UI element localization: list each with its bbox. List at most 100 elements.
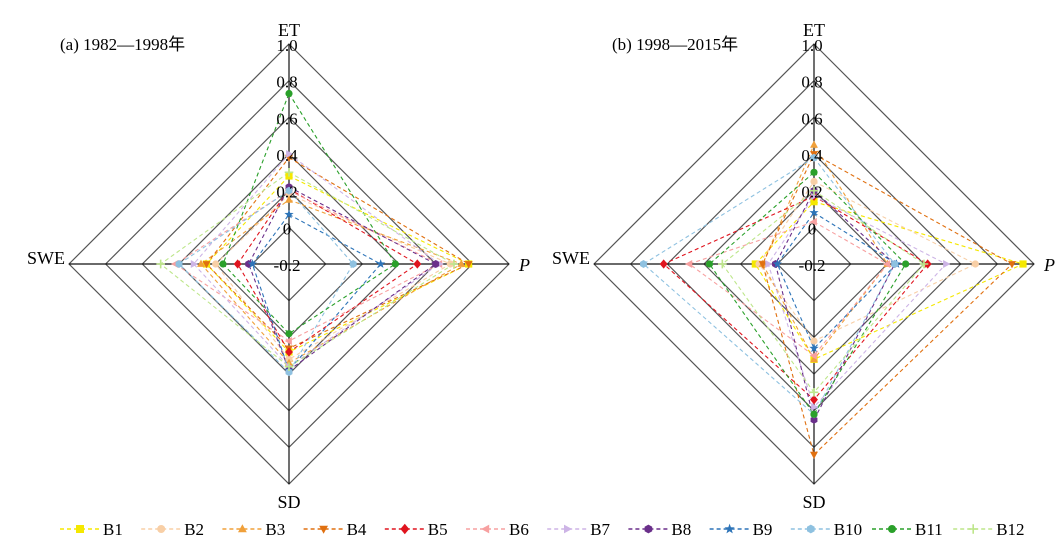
radar-panel-b: -0.2 0 0.2 0.4 0.6 0.8 1.0ET P SD SWE (b) 1998—201… bbox=[552, 20, 1055, 512]
panel-a-point-b5-p bbox=[413, 259, 422, 269]
panel-a-series-line-b11 bbox=[222, 92, 397, 335]
panel-b-point-b1-p bbox=[1019, 260, 1027, 268]
panel-b-r-tick-label: 0.8 bbox=[801, 73, 822, 92]
legend-marker-b1 bbox=[76, 525, 84, 533]
legend-item-b8: B8 bbox=[628, 520, 691, 539]
legend-marker-b7 bbox=[564, 524, 572, 534]
legend-label-b1: B1 bbox=[103, 520, 123, 539]
panel-a-point-b9-et bbox=[284, 209, 294, 219]
panel-b-point-b7-sd bbox=[811, 403, 819, 411]
legend-item-b12: B12 bbox=[953, 520, 1025, 539]
panel-b-point-b10-et bbox=[810, 153, 818, 162]
panel-b-point-b12-et bbox=[809, 186, 819, 195]
legend-label-b9: B9 bbox=[753, 520, 773, 539]
panel-b-axis-label-sd: SD bbox=[802, 492, 825, 512]
legend-marker-b2 bbox=[157, 525, 166, 533]
panel-b-axis-label-swe: SWE bbox=[552, 248, 590, 268]
legend-item-b5: B5 bbox=[384, 520, 448, 539]
panel-a-point-b12-swe bbox=[156, 259, 165, 269]
panel-a-r-tick-label: -0.2 bbox=[274, 256, 301, 275]
panel-a-point-b6-sd bbox=[284, 337, 292, 345]
legend-marker-b6 bbox=[481, 524, 490, 534]
panel-b-point-b12-swe bbox=[718, 259, 727, 269]
panel-a-series-line-b8 bbox=[248, 186, 437, 372]
legend-item-b3: B3 bbox=[222, 520, 285, 539]
panel-b-point-b4-swe bbox=[758, 261, 767, 269]
legend-marker-b11 bbox=[888, 525, 896, 533]
panel-a-point-b5-sd bbox=[285, 347, 293, 357]
panel-a-r-tick-label: 0 bbox=[283, 219, 292, 238]
panel-b-series-line-b5 bbox=[662, 195, 929, 401]
legend-label-b6: B6 bbox=[509, 520, 529, 539]
panel-a-r-tick-label: 0.2 bbox=[276, 183, 297, 202]
panel-b-point-b2-sd bbox=[810, 337, 818, 345]
panel-b-chart-title: (b) 1998—2015年 bbox=[612, 35, 738, 54]
panel-b-point-b11-p bbox=[902, 260, 910, 268]
panel-b-point-b3-sd bbox=[810, 355, 818, 363]
legend-marker-b4 bbox=[319, 525, 328, 534]
panel-a-axis-label-swe: SWE bbox=[27, 248, 65, 268]
panel-b-point-b7-p bbox=[943, 260, 951, 268]
panel-b-series-line-b6 bbox=[688, 221, 889, 357]
panel-a-point-b2-swe bbox=[212, 260, 220, 268]
panel-b-point-b7-et bbox=[811, 192, 819, 201]
legend-label-b7: B7 bbox=[590, 520, 610, 539]
panel-a-point-b10-et bbox=[285, 186, 293, 195]
panel-a-point-b11-swe bbox=[219, 260, 227, 268]
panel-b-r-tick-label: 0 bbox=[808, 219, 817, 238]
legend-label-b3: B3 bbox=[265, 520, 285, 539]
legend-label-b2: B2 bbox=[184, 520, 204, 539]
panel-a-point-b3-p bbox=[457, 259, 466, 267]
panel-a-series-line-b10 bbox=[178, 189, 354, 374]
legend-label-b11: B11 bbox=[915, 520, 943, 539]
panel-a-r-tick-label: 1.0 bbox=[276, 36, 297, 55]
panel-a-point-b9-p bbox=[376, 259, 386, 268]
panel-b-series-line-b8 bbox=[774, 189, 896, 422]
panel-a-point-b3-swe bbox=[197, 259, 205, 267]
panel-a-point-b7-swe bbox=[190, 260, 198, 268]
legend-item-b6: B6 bbox=[466, 520, 529, 539]
panel-a-point-b12-et bbox=[284, 168, 294, 177]
panel-a-point-b3-et bbox=[285, 195, 293, 203]
legend-item-b7: B7 bbox=[547, 520, 611, 539]
legend-label-b10: B10 bbox=[834, 520, 862, 539]
panel-a-point-b8-p bbox=[432, 260, 440, 268]
panel-b-point-b9-sd bbox=[809, 343, 819, 353]
legend-label-b8: B8 bbox=[671, 520, 691, 539]
panel-b-point-b11-swe bbox=[705, 260, 714, 268]
panel-a-point-b11-sd bbox=[285, 330, 293, 338]
panel-a-r-tick-label: 0.4 bbox=[276, 146, 298, 165]
panel-a-point-b10-p bbox=[349, 260, 357, 268]
panel-b-r-tick-label: 1.0 bbox=[801, 36, 822, 55]
panel-b-point-b1-et bbox=[810, 198, 818, 206]
panel-b-series-line-b1 bbox=[754, 201, 1025, 361]
panel-b-point-b12-sd bbox=[809, 388, 819, 397]
legend-marker-b3 bbox=[238, 524, 247, 533]
legend-label-b5: B5 bbox=[428, 520, 448, 539]
panel-b-point-b9-swe bbox=[772, 259, 782, 268]
panel-a-point-b7-et bbox=[286, 150, 294, 158]
panel-a-point-b11-p bbox=[391, 260, 399, 268]
panel-a-point-b12-sd bbox=[284, 362, 294, 371]
panel-b-series-line-b4 bbox=[762, 153, 1013, 456]
panel-b-point-b11-sd bbox=[810, 410, 818, 418]
panel-b-point-b6-swe bbox=[685, 260, 693, 268]
panel-a-point-b10-swe bbox=[175, 260, 183, 268]
panel-b-point-b1-swe bbox=[751, 260, 759, 268]
panel-a-series-line-b5 bbox=[237, 188, 419, 353]
panel-b-point-b10-p bbox=[891, 260, 899, 268]
panel-a-point-b12-p bbox=[449, 259, 459, 269]
panel-a-chart-title: (a) 1982—1998年 bbox=[60, 35, 185, 54]
legend-marker-b10 bbox=[806, 524, 815, 534]
panel-a-axis-label-p: P bbox=[518, 255, 530, 275]
panel-b-point-b4-p bbox=[1008, 261, 1016, 269]
panel-b-point-b5-swe bbox=[659, 259, 668, 269]
panel-a-series-line-b7 bbox=[192, 153, 441, 368]
legend: B1 B2 B3 B4 B5 B6 B7 B8 B9 B10 B11 B12 bbox=[60, 520, 1025, 539]
radar-panel-a: -0.2 0 0.2 0.4 0.6 0.8 1.0ET P SD SWE (a) 1982—199… bbox=[27, 20, 530, 512]
panel-b-series-line-b11 bbox=[708, 171, 907, 416]
panel-b-point-b5-sd bbox=[810, 394, 818, 405]
panel-a-point-b11-et bbox=[285, 89, 293, 98]
panel-a-series-line-b4 bbox=[205, 156, 470, 349]
